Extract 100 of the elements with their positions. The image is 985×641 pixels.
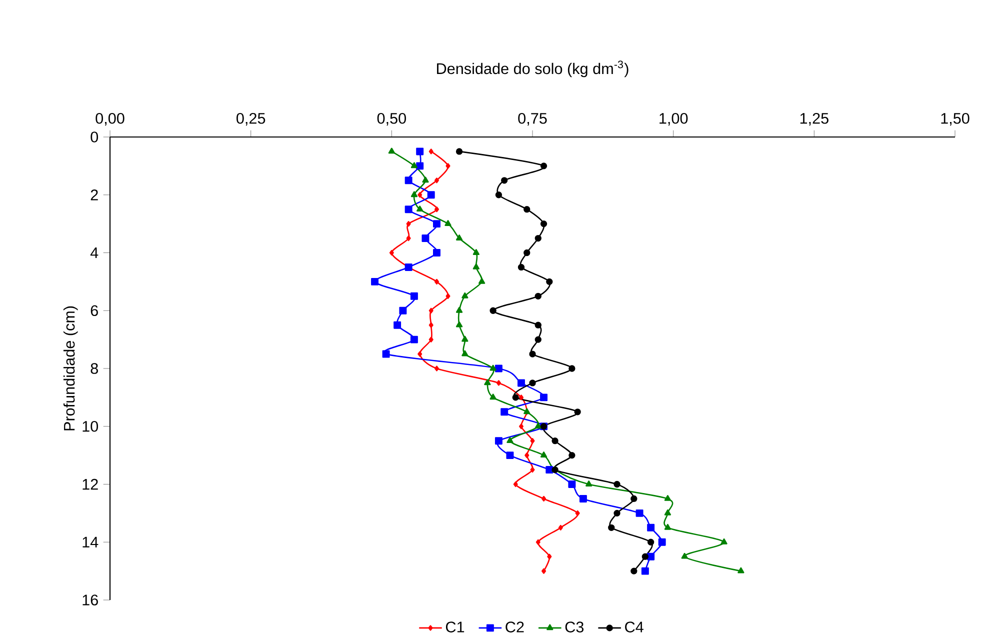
point bbox=[418, 192, 422, 198]
point bbox=[530, 466, 535, 473]
point bbox=[406, 221, 411, 227]
point bbox=[586, 480, 592, 486]
point bbox=[636, 509, 644, 517]
point bbox=[434, 278, 440, 284]
point bbox=[404, 176, 412, 184]
point bbox=[490, 307, 496, 314]
point bbox=[416, 148, 424, 156]
point bbox=[524, 206, 530, 213]
point bbox=[647, 538, 654, 546]
point bbox=[738, 567, 744, 574]
point bbox=[512, 394, 519, 401]
point bbox=[540, 220, 548, 228]
x-tick-label: 0,25 bbox=[236, 112, 266, 126]
point bbox=[446, 163, 450, 169]
x-tick-label: 1,00 bbox=[660, 112, 688, 126]
point bbox=[536, 539, 540, 545]
point bbox=[506, 437, 514, 444]
point bbox=[647, 552, 655, 560]
point bbox=[484, 379, 491, 386]
point bbox=[579, 494, 587, 502]
point bbox=[542, 568, 546, 574]
point bbox=[658, 538, 666, 546]
point bbox=[552, 438, 558, 444]
y-tick-label: 8 bbox=[90, 363, 98, 374]
point bbox=[427, 191, 435, 199]
point bbox=[664, 494, 672, 501]
point bbox=[542, 496, 546, 502]
point bbox=[664, 524, 672, 530]
point bbox=[371, 278, 379, 286]
point bbox=[641, 567, 649, 575]
point bbox=[490, 394, 496, 400]
point bbox=[422, 176, 429, 183]
point bbox=[388, 148, 395, 154]
point bbox=[404, 206, 412, 214]
point bbox=[472, 263, 480, 270]
point bbox=[524, 249, 530, 256]
point bbox=[518, 394, 524, 400]
point bbox=[434, 366, 440, 372]
x-tick-label: 0,75 bbox=[518, 112, 547, 126]
point bbox=[630, 568, 638, 574]
point bbox=[575, 510, 580, 516]
y-tick-label: 4 bbox=[90, 247, 98, 258]
point bbox=[630, 495, 638, 502]
point bbox=[456, 148, 463, 155]
point bbox=[495, 192, 502, 198]
point bbox=[382, 350, 390, 358]
point bbox=[422, 234, 430, 242]
point bbox=[494, 364, 502, 372]
point bbox=[614, 510, 620, 517]
point bbox=[434, 206, 440, 212]
point bbox=[540, 394, 548, 402]
point bbox=[642, 553, 649, 560]
point bbox=[540, 452, 548, 458]
point bbox=[428, 148, 434, 154]
point bbox=[530, 438, 535, 444]
y-tick-label: 0 bbox=[90, 132, 98, 142]
point bbox=[720, 538, 728, 544]
point bbox=[389, 250, 394, 256]
point bbox=[478, 278, 486, 284]
point bbox=[540, 162, 548, 170]
point bbox=[529, 380, 536, 386]
y-tick-label: 16 bbox=[82, 594, 98, 606]
point bbox=[574, 408, 581, 416]
point bbox=[456, 321, 463, 328]
x-tick-label: 1,50 bbox=[941, 112, 970, 126]
point bbox=[494, 437, 502, 445]
point bbox=[546, 466, 554, 474]
x-tick-label: 0,00 bbox=[96, 112, 124, 126]
point bbox=[410, 162, 418, 168]
point bbox=[529, 350, 536, 358]
point bbox=[462, 336, 468, 342]
point bbox=[410, 191, 418, 198]
legend-label: C3 bbox=[565, 622, 584, 632]
point bbox=[462, 292, 468, 298]
y-tick-label: 2 bbox=[90, 190, 98, 200]
point bbox=[534, 322, 542, 328]
point bbox=[524, 452, 530, 458]
point bbox=[518, 424, 524, 430]
point bbox=[444, 220, 452, 226]
point bbox=[456, 234, 463, 240]
point bbox=[568, 480, 576, 488]
point bbox=[534, 234, 542, 242]
point bbox=[506, 452, 514, 460]
point bbox=[614, 480, 620, 488]
point bbox=[534, 292, 542, 300]
point bbox=[456, 306, 463, 313]
point bbox=[416, 162, 424, 170]
point bbox=[394, 321, 402, 329]
point bbox=[406, 235, 411, 242]
point bbox=[496, 380, 501, 386]
point bbox=[428, 336, 434, 342]
point bbox=[399, 306, 407, 314]
point bbox=[434, 178, 440, 184]
y-tick-label: 10 bbox=[82, 420, 98, 432]
point bbox=[416, 206, 424, 212]
legend-label: C2 bbox=[506, 622, 524, 632]
point bbox=[534, 422, 542, 429]
point bbox=[428, 322, 434, 328]
